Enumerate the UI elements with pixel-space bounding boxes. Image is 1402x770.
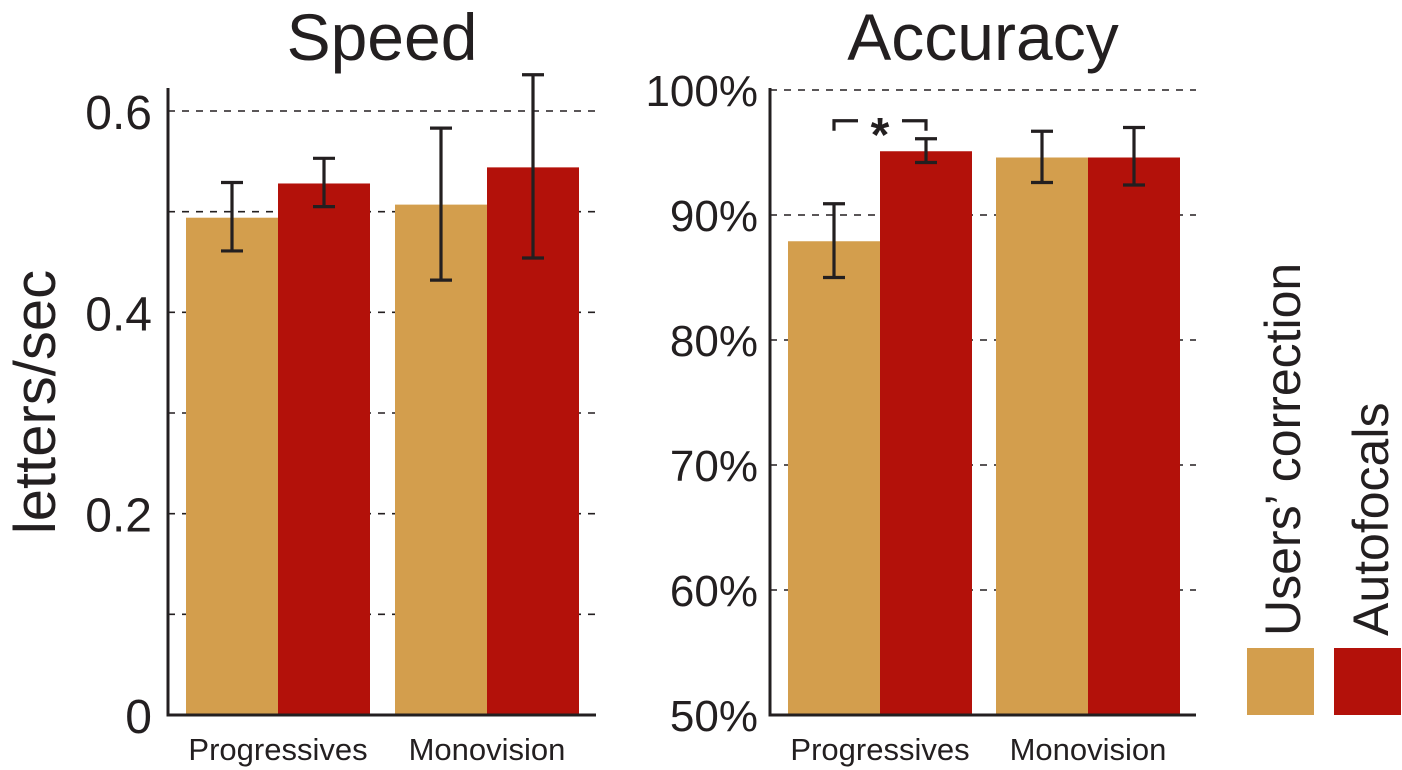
accuracy-bar-progressives-autofocals <box>880 151 972 715</box>
bracket-right <box>902 119 928 131</box>
accuracy-title: Accuracy <box>847 0 1118 74</box>
speed-y-tick-label: 0.6 <box>85 87 152 140</box>
speed-y-tick-label: 0.2 <box>85 490 152 543</box>
speed-x-tick-label: Monovision <box>409 732 566 767</box>
speed-error-bar-monovision-users-correction <box>430 126 452 282</box>
legend-swatch-users-correction <box>1247 648 1314 715</box>
speed-title: Speed <box>287 0 478 74</box>
speed-y-axis-label: letters/sec <box>3 270 68 534</box>
speed-bar-progressives-users-correction <box>186 217 278 715</box>
accuracy-y-tick-label: 60% <box>670 567 758 616</box>
speed-error-bar-monovision-autofocals <box>522 73 544 260</box>
accuracy-significance-bracket <box>832 119 928 131</box>
accuracy-y-tick-label: 90% <box>670 192 758 241</box>
speed-y-tick-label: 0 <box>125 691 152 744</box>
speed-bar-monovision-users-correction <box>395 204 487 715</box>
accuracy-error-bar-progressives-autofocals <box>915 137 937 165</box>
accuracy-y-tick-label: 80% <box>670 317 758 366</box>
accuracy-y-tick-label: 100% <box>645 67 758 116</box>
speed-error-bar-progressives-autofocals <box>313 156 335 209</box>
accuracy-error-bar-monovision-users-correction <box>1031 129 1053 185</box>
accuracy-x-tick-label: Progressives <box>790 732 969 767</box>
accuracy-y-tick-label: 50% <box>670 692 758 741</box>
accuracy-bar-monovision-autofocals <box>1088 157 1180 715</box>
speed-error-bar-progressives-users-correction <box>221 180 243 253</box>
speed-chart: Speed Progressives Monovision 0 0.2 0.4 0.6 let… <box>3 0 596 767</box>
accuracy-bar-monovision-users-correction <box>996 157 1088 715</box>
accuracy-bar-progressives-users-correction <box>788 241 880 715</box>
legend-label-users-correction: Users’ correction <box>1255 263 1311 636</box>
legend: Users’ correction Autofocals <box>1247 263 1401 715</box>
bracket-left <box>832 119 858 131</box>
legend-label-autofocals: Autofocals <box>1343 403 1399 636</box>
accuracy-error-bar-progressives-users-correction <box>823 202 845 280</box>
speed-x-tick-label: Progressives <box>188 732 367 767</box>
accuracy-y-tick-label: 70% <box>670 442 758 491</box>
accuracy-x-tick-label: Monovision <box>1010 732 1167 767</box>
accuracy-significance-label: * <box>871 109 890 162</box>
accuracy-chart: Accuracy Progressives Monovision 50% 60% 70% 8… <box>645 0 1196 767</box>
legend-swatch-autofocals <box>1334 648 1401 715</box>
speed-bar-progressives-autofocals <box>278 183 370 716</box>
accuracy-error-bar-monovision-autofocals <box>1123 125 1145 187</box>
speed-y-tick-label: 0.4 <box>85 288 152 341</box>
